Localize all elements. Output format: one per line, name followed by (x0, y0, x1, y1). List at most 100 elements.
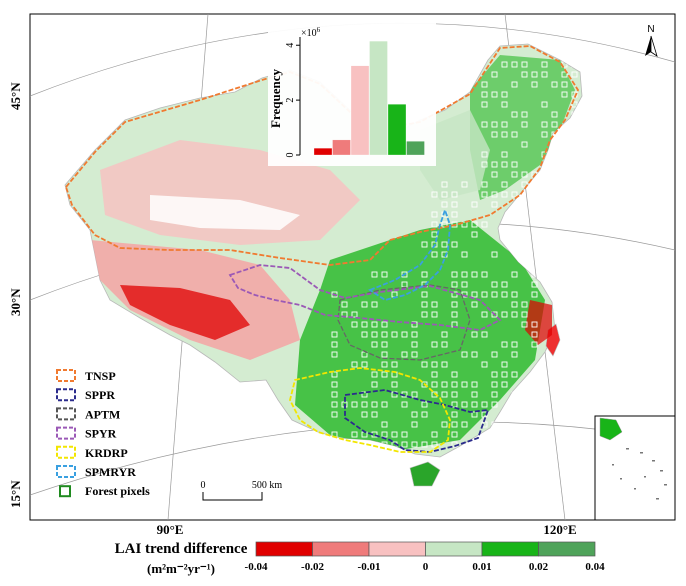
forest-pixel (491, 201, 498, 208)
forest-pixel (421, 401, 428, 408)
forest-pixel (341, 301, 348, 308)
forest-pixel (351, 321, 358, 328)
legend-swatch-sppr (56, 388, 76, 402)
forest-pixel (551, 121, 558, 128)
forest-pixel (431, 251, 438, 258)
forest-pixel (501, 381, 508, 388)
forest-pixel (401, 431, 408, 438)
forest-pixel (451, 271, 458, 278)
forest-pixel (521, 111, 528, 118)
forest-pixel (491, 371, 498, 378)
forest-pixel (521, 141, 528, 148)
forest-pixel (331, 341, 338, 348)
forest-pixel (511, 61, 518, 68)
forest-pixel (471, 331, 478, 338)
forest-pixel (491, 191, 498, 198)
forest-pixel (491, 291, 498, 298)
forest-pixel (351, 361, 358, 368)
forest-pixel (461, 271, 468, 278)
forest-pixel (481, 401, 488, 408)
legend-swatch-aptm (56, 407, 76, 421)
legend-swatch-tnsp (56, 369, 76, 382)
forest-pixel (461, 221, 468, 228)
forest-pixel (511, 81, 518, 88)
forest-pixel (431, 311, 438, 318)
forest-pixel (351, 431, 358, 438)
forest-pixel (491, 161, 498, 168)
hist-tick-label: 0 (285, 153, 296, 158)
colorbar: LAI trend difference (m²m⁻²yr⁻¹) -0.04 -0… (115, 541, 606, 576)
colorbar-swatch (425, 541, 483, 557)
hist-multiplier-base: ×10 (301, 28, 317, 39)
forest-pixel (501, 311, 508, 318)
scale-bar: 0 500 km (201, 480, 282, 501)
forest-pixel (411, 391, 418, 398)
forest-pixel (401, 331, 408, 338)
hist-bar (332, 139, 351, 156)
boundary-spyr (228, 264, 502, 331)
forest-pixel (401, 441, 408, 448)
forest-pixel (441, 181, 448, 188)
hist-bar (350, 65, 370, 156)
colorbar-swatch (538, 541, 596, 557)
forest-pixel (471, 391, 478, 398)
north-label: N (647, 24, 654, 35)
forest-pixel (361, 401, 368, 408)
histogram-inset: 0 2 4 Frequency ×106 (268, 18, 436, 166)
forest-pixel (451, 201, 458, 208)
forest-pixel (451, 281, 458, 288)
forest-pixel (361, 351, 368, 358)
forest-pixel (471, 401, 478, 408)
forest-pixel (371, 301, 378, 308)
legend-label-tnsp: TNSP (85, 369, 116, 383)
forest-pixel (381, 331, 388, 338)
region-legend: TNSP SPPR APTM SPYR KRDRP SPMRYR Forest pixels (56, 369, 150, 498)
forest-pixel (511, 131, 518, 138)
forest-pixel (461, 401, 468, 408)
forest-pixel (381, 431, 388, 438)
forest-pixel (371, 411, 378, 418)
hist-bar (387, 104, 407, 156)
forest-pixel (331, 381, 338, 388)
forest-pixel (351, 401, 358, 408)
forest-pixel (451, 411, 458, 418)
forest-pixel (451, 381, 458, 388)
forest-pixel (471, 201, 478, 208)
trend-patches (90, 55, 575, 450)
colorbar-tick-label: -0.04 (245, 561, 268, 573)
legend-label-forest: Forest pixels (85, 484, 150, 498)
legend-label-krdrp: KRDRP (85, 446, 128, 460)
forest-pixel (331, 411, 338, 418)
forest-pixel (431, 371, 438, 378)
forest-pixel (541, 101, 548, 108)
legend-swatch-spyr (56, 426, 76, 440)
forest-pixel (511, 301, 518, 308)
forest-pixel (541, 71, 548, 78)
forest-pixel (381, 341, 388, 348)
colorbar-swatch (481, 541, 539, 557)
forest-pixel (491, 171, 498, 178)
forest-pixel (451, 421, 458, 428)
forest-pixel (421, 271, 428, 278)
forest-pixel (401, 271, 408, 278)
forest-pixel (471, 351, 478, 358)
forest-pixel (361, 321, 368, 328)
forest-pixel (421, 301, 428, 308)
forest-pixel (501, 131, 508, 138)
forest-pixel (461, 251, 468, 258)
forest-pixel (501, 361, 508, 368)
legend-label-spmryr: SPMRYR (85, 465, 136, 479)
forest-pixel (481, 181, 488, 188)
forest-pixel (381, 371, 388, 378)
forest-pixel (411, 321, 418, 328)
lat-label-45: 45°N (8, 82, 23, 110)
forest-pixel (571, 101, 578, 108)
forest-pixel (511, 161, 518, 168)
forest-pixel (551, 81, 558, 88)
forest-pixel (371, 331, 378, 338)
forest-pixel (471, 381, 478, 388)
forest-pixel (361, 301, 368, 308)
forest-pixel (361, 391, 368, 398)
forest-pixel (401, 351, 408, 358)
forest-pixel (471, 221, 478, 228)
